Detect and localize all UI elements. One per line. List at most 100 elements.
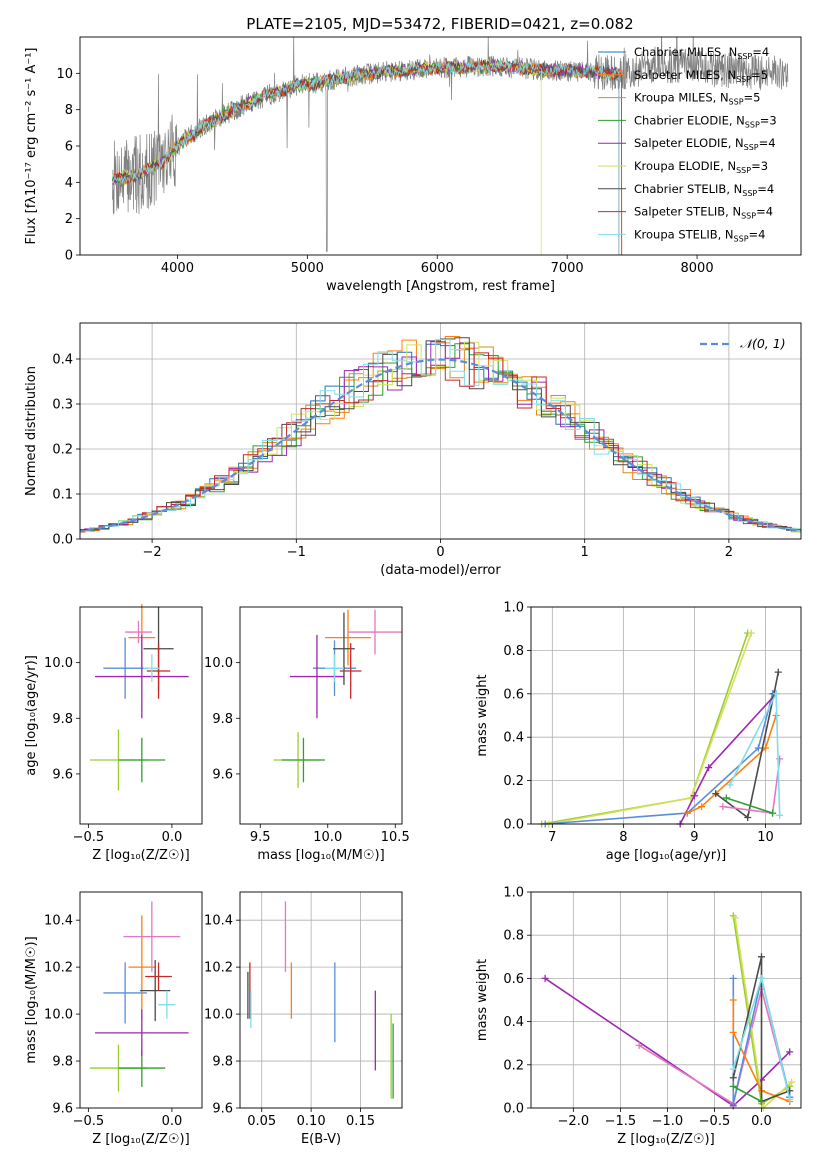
series-marker bbox=[757, 953, 765, 961]
series-marker bbox=[683, 809, 691, 817]
legend-entry-5: Kroupa ELODIE, NSSP=3 bbox=[634, 159, 768, 175]
x-tick-label: 0.10 bbox=[297, 1114, 326, 1129]
legend-gaussian-label: 𝒩(0, 1) bbox=[740, 336, 786, 351]
errorbar-point-6 bbox=[333, 612, 355, 685]
y-tick-label: 6 bbox=[65, 140, 73, 155]
y-tick-label: 2 bbox=[65, 212, 73, 227]
plot-area-residuals bbox=[80, 336, 801, 534]
errorbar-point-5 bbox=[95, 634, 189, 719]
y-tick-label: 9.6 bbox=[212, 767, 233, 782]
series-marker bbox=[731, 914, 739, 922]
y-axis-label: Flux [fλ10⁻¹⁷ erg cm⁻² s⁻¹ A⁻¹] bbox=[24, 48, 39, 245]
errorbar-point-6 bbox=[140, 960, 171, 1022]
model-line-3 bbox=[112, 58, 620, 255]
axes-frame bbox=[239, 606, 403, 825]
y-tick-label: 1.0 bbox=[503, 601, 524, 616]
y-tick-label: 1.0 bbox=[503, 886, 524, 901]
y-tick-label: 0.0 bbox=[503, 1102, 524, 1117]
plot-area-age_vs_Z bbox=[90, 604, 189, 791]
y-tick-label: 10 bbox=[56, 67, 73, 82]
y-tick-label: 9.6 bbox=[52, 1102, 73, 1117]
x-tick-label: 4000 bbox=[161, 261, 194, 276]
y-tick-label: 0.2 bbox=[52, 443, 73, 458]
model-line-5 bbox=[112, 58, 542, 255]
panel-mass_vs_ebv: 0.05 0.10 0.15 9.6 9.8 10.0 10.2 10.4 E(B-V) bbox=[204, 891, 403, 1147]
series-marker bbox=[776, 811, 784, 819]
series-marker bbox=[757, 974, 765, 982]
errorbar-point-5 bbox=[289, 634, 344, 719]
series-marker bbox=[719, 803, 727, 811]
errorbar-point-7 bbox=[339, 643, 362, 699]
y-tick-label: 9.6 bbox=[52, 767, 73, 782]
series-marker bbox=[698, 803, 706, 811]
errorbar-point-7 bbox=[145, 962, 172, 991]
spectrum-lines bbox=[112, 37, 789, 255]
y-tick-label: 10.2 bbox=[204, 961, 233, 976]
model-line-6 bbox=[112, 59, 620, 255]
x-tick-label: −1.0 bbox=[652, 1114, 684, 1129]
legend-entry-4: Salpeter ELODIE, NSSP=4 bbox=[634, 136, 776, 152]
panel-age_vs_mass: 9.5 10.0 10.5 9.6 9.8 10.0 mass [log₁₀(M/M☉)] bbox=[204, 606, 410, 863]
y-tick-label: 10.2 bbox=[44, 961, 73, 976]
histograms bbox=[80, 336, 801, 534]
y-tick-label: 0.4 bbox=[503, 1015, 524, 1030]
x-axis-label: Z [log₁₀(Z/Z☉)] bbox=[92, 1132, 189, 1147]
panel-age_vs_Z: −0.5 0.0 9.6 9.8 10.0 Z [log₁₀(Z/Z☉)] age [log… bbox=[24, 604, 203, 863]
series-marker bbox=[705, 764, 713, 772]
series-marker bbox=[788, 1078, 796, 1086]
model-line-1 bbox=[112, 60, 623, 255]
x-tick-label: 8000 bbox=[681, 261, 714, 276]
y-tick-label: 10.4 bbox=[44, 914, 73, 929]
x-tick-label: 0.0 bbox=[162, 830, 183, 845]
x-tick-label: 10 bbox=[757, 830, 774, 845]
series-marker bbox=[747, 629, 755, 637]
model-line-8 bbox=[112, 60, 620, 255]
x-tick-label: −1.5 bbox=[605, 1114, 637, 1129]
histogram-7 bbox=[80, 352, 801, 533]
x-tick-label: 9 bbox=[690, 830, 698, 845]
x-axis-label: mass [log₁₀(M/M☉)] bbox=[257, 848, 384, 863]
series-marker bbox=[726, 781, 734, 789]
errorbar-point-4 bbox=[118, 737, 166, 783]
series-line-8 bbox=[726, 797, 773, 814]
x-tick-label: −0.5 bbox=[73, 1114, 105, 1129]
y-tick-label: 0.2 bbox=[503, 1058, 524, 1073]
y-tick-label: 0.8 bbox=[503, 929, 524, 944]
series-line-2 bbox=[545, 693, 774, 825]
x-axis-label: E(B-V) bbox=[301, 1132, 341, 1147]
y-axis-label: mass weight bbox=[475, 674, 490, 756]
errorbar-point-2 bbox=[348, 609, 402, 655]
y-tick-label: 9.8 bbox=[212, 1055, 233, 1070]
axes-frame bbox=[79, 36, 802, 256]
legend-entry-8: Kroupa STELIB, NSSP=4 bbox=[634, 227, 765, 243]
series-marker bbox=[729, 974, 737, 982]
y-tick-label: 0.3 bbox=[52, 398, 73, 413]
model-line-2 bbox=[112, 59, 620, 255]
plot-area-massweight_vs_Z bbox=[541, 912, 796, 1112]
series-marker bbox=[786, 1095, 794, 1103]
axes-frame bbox=[79, 606, 203, 825]
y-tick-label: 10.0 bbox=[204, 656, 233, 671]
series-marker bbox=[635, 1041, 643, 1049]
x-tick-label: −1 bbox=[287, 545, 306, 560]
x-axis-label: (data-model)/error bbox=[380, 563, 501, 578]
errorbar-point-1 bbox=[128, 915, 156, 1019]
x-tick-label: 0.0 bbox=[162, 1114, 183, 1129]
y-tick-label: 9.6 bbox=[212, 1102, 233, 1117]
x-tick-label: −0.5 bbox=[73, 830, 105, 845]
series-marker bbox=[729, 1082, 737, 1090]
series-line-7 bbox=[729, 693, 781, 816]
x-tick-label: −2.0 bbox=[558, 1114, 590, 1129]
legend-entry-3: Chabrier ELODIE, NSSP=3 bbox=[634, 113, 777, 129]
figure-title: PLATE=2105, MJD=53472, FIBERID=0421, z=0… bbox=[246, 15, 633, 33]
series-marker bbox=[690, 792, 698, 800]
plot-area-massweight_vs_age bbox=[538, 629, 784, 828]
plot-area-spectrum bbox=[112, 37, 789, 255]
axes-frame bbox=[239, 891, 403, 1109]
x-axis-label: age [log₁₀(age/yr)] bbox=[606, 848, 727, 863]
x-axis-label: Z [log₁₀(Z/Z☉)] bbox=[617, 1132, 714, 1147]
plot-area-mass_vs_ebv bbox=[247, 901, 394, 1099]
axes-frame bbox=[79, 322, 802, 540]
y-tick-label: 0 bbox=[65, 249, 73, 264]
y-axis-label: age [log₁₀(age/yr)] bbox=[24, 655, 39, 776]
